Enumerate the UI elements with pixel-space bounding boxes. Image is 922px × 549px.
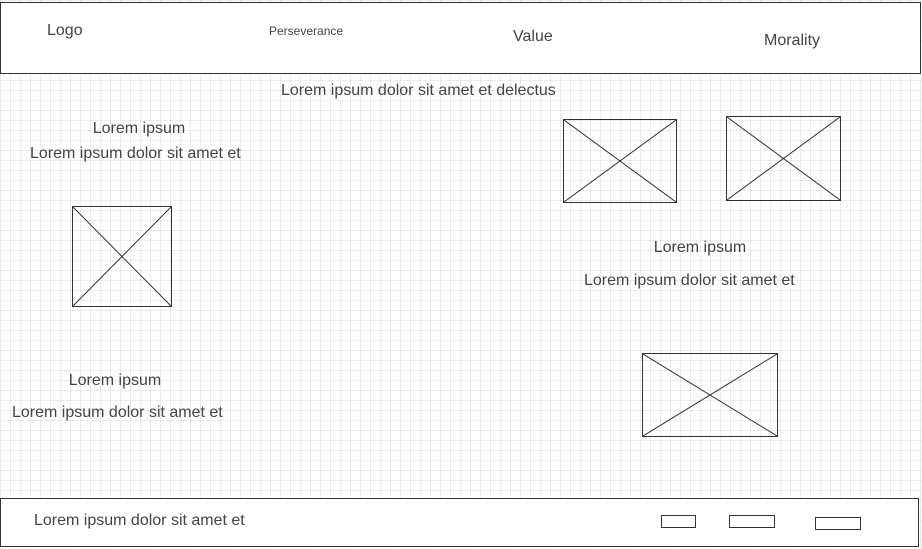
footer-button-2[interactable]	[729, 515, 775, 528]
header-bar	[0, 2, 921, 74]
image-placeholder-top-right-2	[726, 116, 841, 201]
section-title-right: Lorem ipsum	[653, 239, 747, 256]
page-headline: Lorem ipsum dolor sit amet et delectus	[281, 82, 556, 99]
section-title-left-bottom: Lorem ipsum	[68, 372, 162, 389]
section-text-left-top: Lorem ipsum dolor sit amet et	[30, 145, 241, 162]
image-placeholder-bottom-right	[642, 353, 778, 437]
section-title-left-top: Lorem ipsum	[92, 120, 186, 137]
footer-text: Lorem ipsum dolor sit amet et	[34, 512, 245, 529]
nav-link-morality[interactable]: Morality	[764, 32, 821, 49]
nav-link-perseverance[interactable]: Perseverance	[269, 24, 344, 38]
section-text-left-bottom: Lorem ipsum dolor sit amet et	[12, 404, 223, 421]
image-placeholder-left	[72, 206, 172, 307]
section-text-right: Lorem ipsum dolor sit amet et	[584, 272, 795, 289]
footer-button-1[interactable]	[661, 515, 696, 528]
footer-button-3[interactable]	[815, 517, 861, 530]
image-placeholder-top-right-1	[563, 119, 677, 203]
logo[interactable]: Logo	[47, 22, 83, 39]
nav-link-value[interactable]: Value	[513, 28, 553, 45]
